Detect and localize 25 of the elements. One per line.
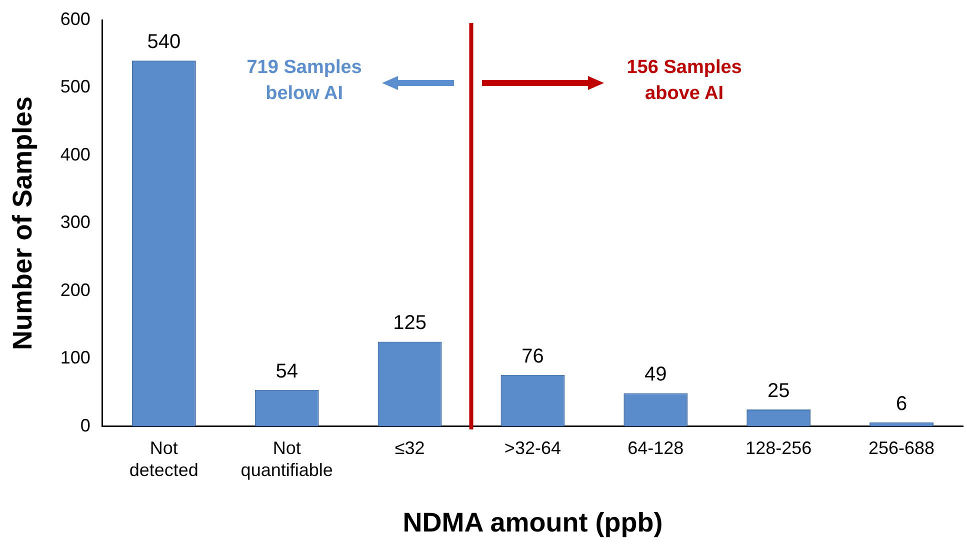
x-tick-label: 64-128 — [628, 438, 684, 458]
data-label: 54 — [276, 360, 298, 382]
annotation: 156 Samples above AI — [626, 56, 742, 106]
x-tick-label: 128-256 — [746, 438, 812, 458]
data-label: 6 — [896, 392, 908, 415]
data-label: 76 — [522, 345, 544, 368]
data-label: 540 — [147, 31, 181, 54]
x-tick-label: Not detected — [129, 438, 198, 480]
x-tick-label: 256-688 — [868, 438, 935, 458]
y-tick-label: 200 — [60, 280, 90, 300]
y-tick-label: 300 — [60, 212, 90, 232]
y-tick-label: 400 — [60, 144, 90, 164]
y-axis-title: Number of Samples — [8, 96, 38, 350]
y-tick-label: 600 — [60, 8, 90, 29]
data-label: 49 — [644, 364, 667, 386]
x-tick-label: ≤32 — [394, 438, 425, 458]
annotation: 719 Samples below AI — [246, 56, 362, 106]
x-tick-label: Not quantifiable — [240, 438, 333, 480]
data-label: 25 — [767, 380, 790, 402]
x-tick-label: >32-64 — [504, 438, 561, 458]
data-label: 125 — [393, 312, 426, 334]
x-axis-title: NDMA amount (ppb) — [402, 507, 663, 538]
y-tick-label: 500 — [60, 76, 90, 97]
y-tick-label: 100 — [60, 348, 90, 368]
y-tick-label: 0 — [80, 415, 90, 436]
